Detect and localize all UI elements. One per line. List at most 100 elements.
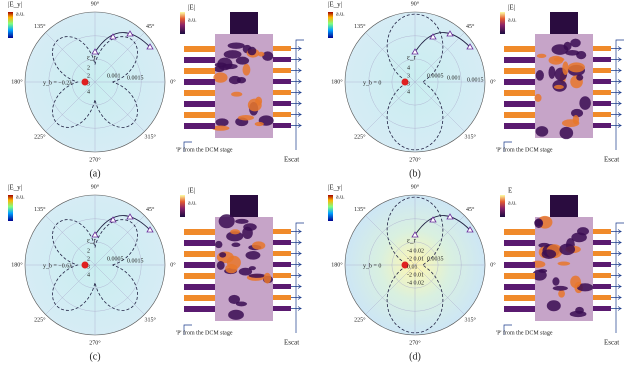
panel-label: (b) [409,168,421,179]
output-arrow [291,57,303,62]
source [81,261,89,269]
field-blob [231,242,241,248]
output-arrow [611,112,623,117]
angle-label: 180° [331,78,343,85]
radial-label: 0.0005 [107,256,124,262]
angle-label: 225° [34,317,46,324]
angle-label: 315° [464,317,476,324]
field-blob [559,126,574,140]
polar-spoke [365,32,416,83]
field-blob [230,229,241,235]
polar-spoke [94,32,145,83]
permittivity: 3 [407,73,410,79]
field-blob [216,261,225,270]
output-bar [593,240,611,245]
output-arrow [291,79,303,84]
colorbar-title: |E_y| [8,1,22,9]
field-blob [535,70,544,81]
field-blob [571,108,584,118]
angle-label: 270° [409,156,421,163]
field-blob [563,41,572,51]
input-arrow [503,141,512,152]
output-arrow [611,273,623,278]
colorbar [328,12,333,38]
output-bar [273,90,291,95]
output-bar [273,295,291,300]
permittivity: 4 [87,272,90,278]
field-blob [245,250,261,260]
position-label: y_b = −0.2λ [43,80,72,86]
output-bar [593,229,611,234]
marker [446,30,454,37]
input-bar [504,101,535,107]
field-blob [213,72,228,83]
permittivity: 0.01 [407,264,418,270]
source-note: 'P' from the DCM stage [176,329,233,336]
output-arrow [611,229,623,234]
output-arrow [611,123,623,128]
output-arrow [291,251,303,256]
field-blob [214,240,223,249]
field-blob [219,252,227,258]
field-blob [257,51,265,57]
panel-label: (a) [89,168,100,179]
output-arrow [291,295,303,300]
field-title: |E| [188,4,195,12]
angle-label: 225° [34,134,46,141]
input-bar [184,284,215,290]
output-bar [273,68,291,73]
colorbar-unit: a.u. [16,194,25,200]
output-bar [593,273,611,278]
field-blob [235,56,250,65]
field-blob [242,63,251,76]
output-bar [273,240,291,245]
field-blob [568,62,585,73]
field-blob [570,275,581,289]
output-bar [273,251,291,256]
field-unit: a.u. [508,200,517,206]
field-blob [536,53,547,59]
epsilon-label: ε_r [87,237,96,245]
angle-label: 90° [411,0,420,7]
output-line [295,222,304,333]
field-blob [576,74,584,81]
output-arrow [611,46,623,51]
marker [466,43,474,50]
polar-spoke [365,81,416,132]
field-blob [552,285,568,291]
angle-label: 225° [354,134,366,141]
output-bar [273,284,291,289]
angle-label: 135° [354,206,366,213]
field-blob [534,218,544,229]
input-bar [504,306,535,312]
input-bar [184,90,215,96]
field-blob [552,277,560,286]
angle-label: 135° [354,23,366,30]
output-label: Escat [604,156,619,164]
radial-label: 0.0015 [467,77,484,83]
output-arrow [611,284,623,289]
field-blob [576,283,594,292]
angle-label: 315° [464,134,476,141]
output-bar [593,79,611,84]
field-top [550,12,578,34]
permittivity: -2 0.01 [407,272,424,278]
angle-label: 270° [89,156,101,163]
input-bar [504,68,535,74]
angle-label: 45° [466,206,475,213]
output-arrow [611,240,623,245]
panel-label: (c) [89,351,100,362]
permittivity: 4 [407,89,410,95]
output-line [615,222,624,333]
output-arrow [291,284,303,289]
field-blob [548,55,564,65]
marker [126,213,134,220]
marker [91,231,99,238]
input-bar [504,251,535,257]
field-blob [211,125,230,131]
field-blob [579,96,591,110]
position-label: y_b = 0 [363,263,381,269]
panel: |E_y| a.u. 90° 45° 0° 315° 270° 225° 180° 135° y_b… [8,183,304,362]
input-bar [184,306,215,312]
